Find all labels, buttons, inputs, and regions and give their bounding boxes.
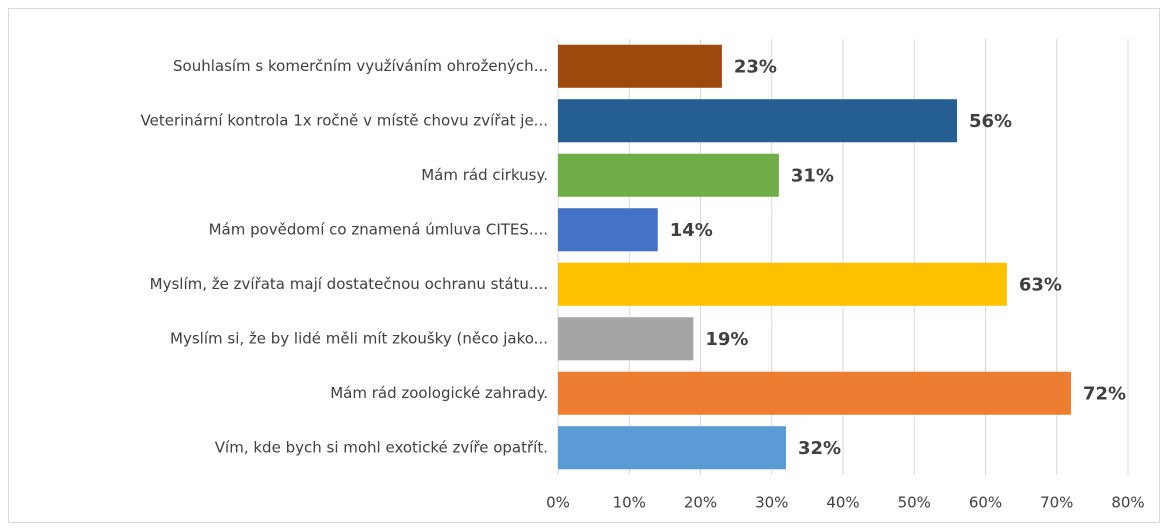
bar <box>558 371 1071 415</box>
y-tick-label: Veterinární kontrola 1x ročně v místě ch… <box>141 111 548 129</box>
y-tick-label: Souhlasím s komerčním využíváním ohrožen… <box>173 57 548 75</box>
value-label: 31% <box>791 165 834 186</box>
value-label: 56% <box>969 111 1012 132</box>
y-tick-label: Myslím, že zvířata mají dostatečnou ochr… <box>150 275 548 293</box>
y-tick-label: Myslím si, že by lidé měli mít zkoušky (… <box>170 329 548 347</box>
x-tick-label: 80% <box>1111 494 1144 512</box>
y-tick-label: Vím, kde bych si mohl exotické zvíře opa… <box>215 438 548 456</box>
bar <box>558 99 957 143</box>
x-tick-label: 0% <box>546 494 570 512</box>
y-tick-label: Mám rád zoologické zahrady. <box>330 384 548 402</box>
x-tick-label: 20% <box>684 494 717 512</box>
value-label: 63% <box>1019 274 1062 295</box>
y-tick-label: Mám povědomí co znamená úmluva CITES.... <box>209 220 548 238</box>
bar <box>558 44 722 88</box>
bar <box>558 262 1007 306</box>
x-tick-label: 70% <box>1040 494 1073 512</box>
value-label: 23% <box>734 56 777 77</box>
x-tick-label: 40% <box>826 494 859 512</box>
x-tick-label: 30% <box>755 494 788 512</box>
bar <box>558 208 658 252</box>
value-label: 72% <box>1083 383 1126 404</box>
value-label: 14% <box>670 220 713 241</box>
value-label: 19% <box>705 329 748 350</box>
x-tick-label: 60% <box>969 494 1002 512</box>
bar <box>558 426 786 470</box>
bar <box>558 153 779 197</box>
value-label: 32% <box>798 438 841 459</box>
x-tick-label: 50% <box>898 494 931 512</box>
bar <box>558 317 694 361</box>
x-tick-label: 10% <box>613 494 646 512</box>
y-tick-label: Mám rád cirkusy. <box>421 166 548 184</box>
